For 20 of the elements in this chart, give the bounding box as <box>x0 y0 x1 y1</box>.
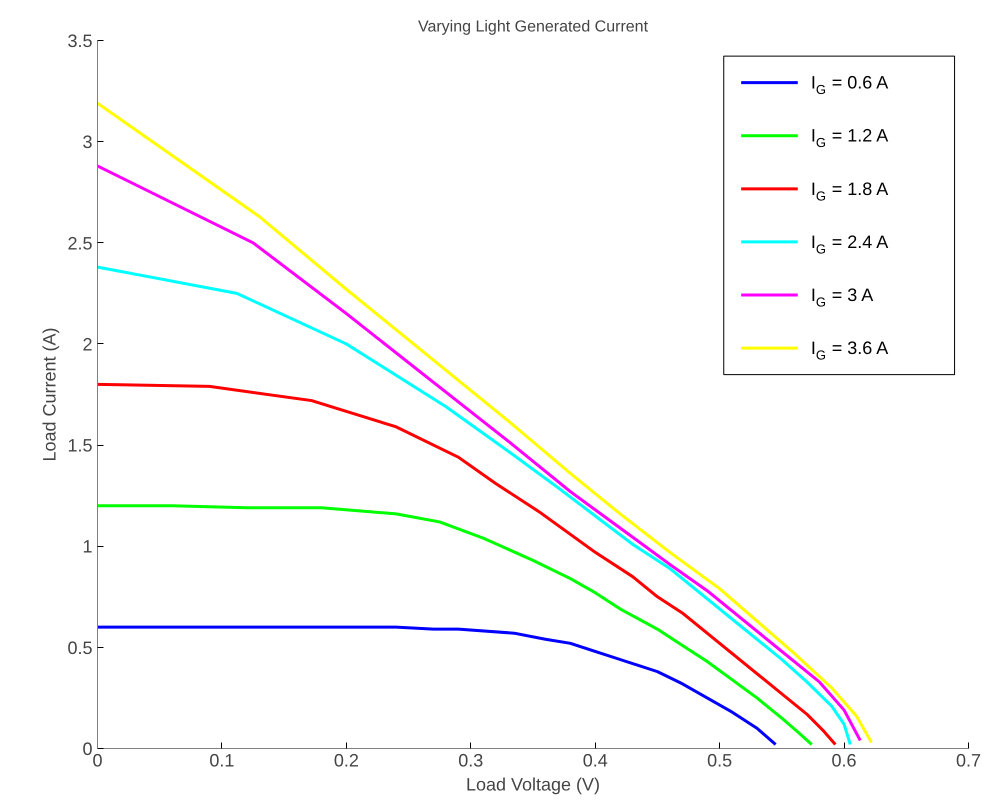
x-tick-label: 0.3 <box>458 750 484 770</box>
y-tick-label: 1.5 <box>67 436 93 456</box>
y-tick-label: 0.5 <box>67 638 93 658</box>
y-tick-label: 3.5 <box>67 31 93 51</box>
y-tick-label: 2 <box>82 334 93 354</box>
x-tick-label: 0.6 <box>832 750 857 770</box>
x-tick-label: 0.1 <box>209 750 234 770</box>
x-tick-label: 0.5 <box>707 750 732 770</box>
line-series <box>98 626 778 746</box>
x-tick-label: 0.2 <box>334 750 359 770</box>
y-tick-label: 3 <box>82 132 93 152</box>
y-tick-label: 1 <box>82 536 93 557</box>
chart-title: Varying Light Generated Current <box>418 18 649 36</box>
x-tick-label: 0.7 <box>956 750 982 770</box>
y-axis-title: Load Current (A) <box>39 327 60 462</box>
x-axis-title: Load Voltage (V) <box>466 774 600 794</box>
line-series <box>98 382 837 746</box>
line-series <box>98 504 814 746</box>
x-tick-label: 0.4 <box>582 750 608 770</box>
y-tick-label: 2.5 <box>67 233 93 254</box>
